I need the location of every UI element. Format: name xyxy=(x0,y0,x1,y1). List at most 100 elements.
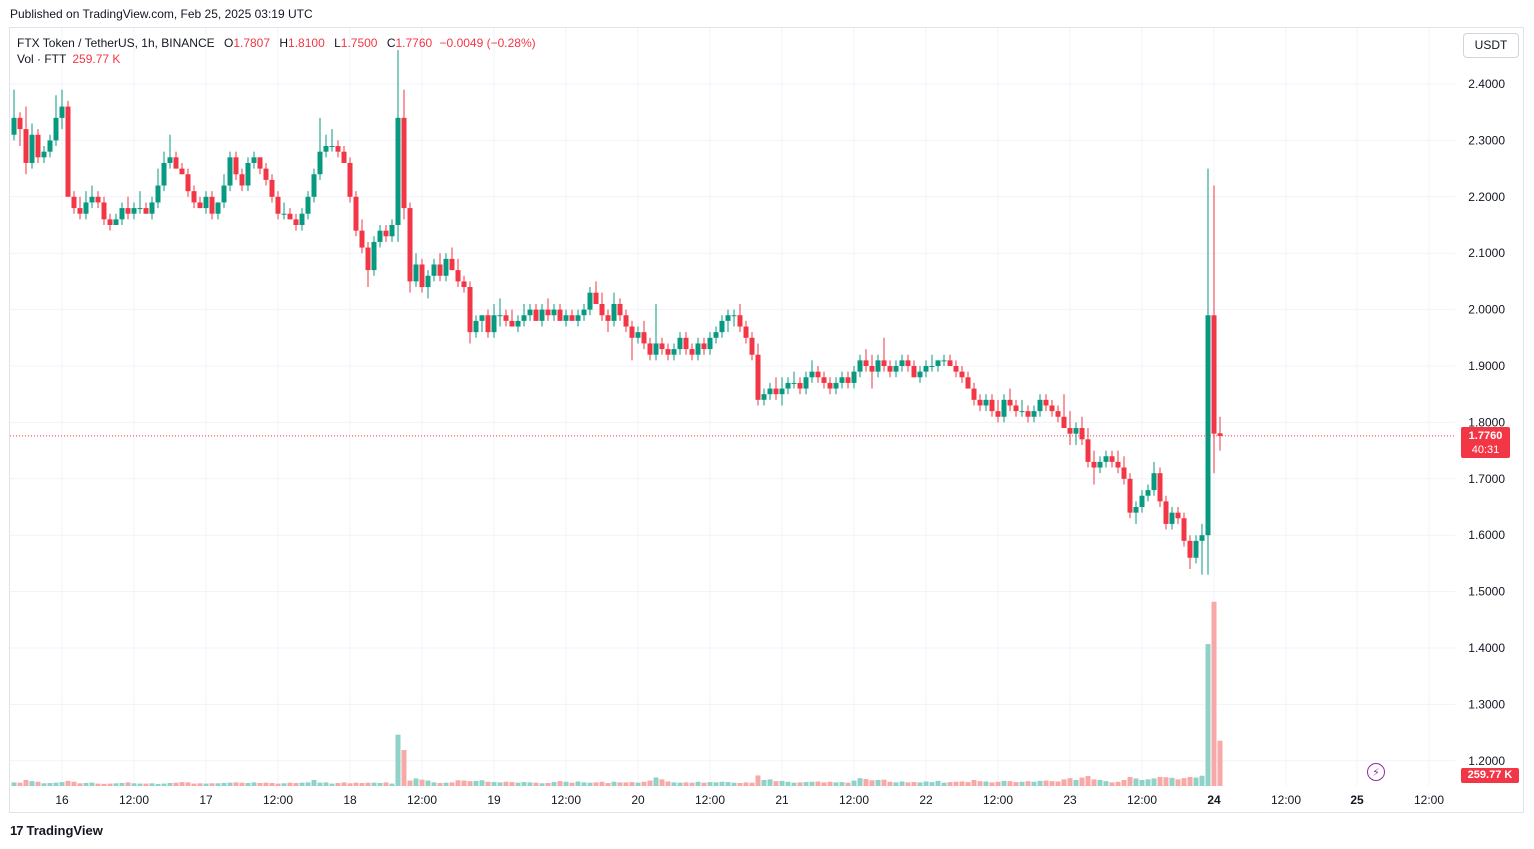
candle-body xyxy=(833,382,839,389)
candle-body xyxy=(941,360,947,362)
volume-bar xyxy=(719,781,725,786)
candle-body xyxy=(179,168,185,175)
candle-body xyxy=(1097,461,1103,468)
candle-body xyxy=(275,196,281,214)
legend-low-value: 1.7500 xyxy=(340,36,378,50)
volume-bar xyxy=(11,782,17,786)
candle-body xyxy=(1085,439,1091,462)
candle-body xyxy=(515,320,521,327)
lightning-icon[interactable]: ⚡ xyxy=(1367,763,1385,781)
volume-bar xyxy=(149,783,155,786)
volume-bar xyxy=(389,783,395,786)
volume-bar xyxy=(1001,780,1007,786)
price-tick-label: 1.7000 xyxy=(1468,472,1505,486)
candle-body xyxy=(761,394,767,400)
candle-body xyxy=(1127,478,1133,513)
volume-bar xyxy=(737,782,743,786)
candle-body xyxy=(845,377,851,383)
volume-bar xyxy=(905,782,911,786)
volume-bar xyxy=(677,782,683,786)
price-tick-label: 1.4000 xyxy=(1468,641,1505,655)
volume-bar xyxy=(497,782,503,786)
candle-body xyxy=(857,360,863,372)
volume-bar xyxy=(377,782,383,786)
candle-body xyxy=(899,360,905,366)
volume-bar xyxy=(1211,601,1217,786)
candle-body xyxy=(77,208,83,214)
legend-open-value: 1.7807 xyxy=(233,36,271,50)
volume-bar xyxy=(179,782,185,786)
candle-body xyxy=(587,292,593,310)
volume-bar xyxy=(95,783,101,786)
volume-bar xyxy=(701,782,707,786)
candle-body xyxy=(11,117,17,135)
candle-body xyxy=(1007,399,1013,406)
volume-bar xyxy=(635,782,641,786)
legend: FTX Token / TetherUS, 1h, BINANCE O1.780… xyxy=(17,35,536,67)
candle-body xyxy=(785,382,791,389)
volume-bar xyxy=(509,782,515,786)
volume-bar xyxy=(41,783,47,786)
volume-bar xyxy=(239,782,245,786)
candle-body xyxy=(683,337,689,350)
legend-symbol: FTX Token / TetherUS, 1h, BINANCE xyxy=(17,36,215,50)
candle-body xyxy=(491,315,497,333)
candle-body xyxy=(17,117,23,130)
candle-body xyxy=(269,179,275,197)
candle-body xyxy=(677,337,683,350)
candle-body xyxy=(521,315,527,321)
volume-bar xyxy=(941,782,947,786)
candle-body xyxy=(539,309,545,321)
volume-bar xyxy=(1121,779,1127,786)
volume-bar xyxy=(893,782,899,786)
candle-body xyxy=(1175,512,1181,519)
currency-button[interactable]: USDT xyxy=(1463,33,1519,58)
volume-bar xyxy=(413,778,419,786)
volume-bar xyxy=(125,782,131,786)
volume-bar xyxy=(113,783,119,786)
volume-bar xyxy=(473,780,479,786)
candle-body xyxy=(347,162,353,197)
candle-body xyxy=(629,326,635,338)
candle-body xyxy=(263,168,269,180)
volume-bar xyxy=(371,782,377,786)
time-axis: 16 12:00 17 12:00 18 12:00 19 12:00 20 12:00 21 12:… xyxy=(55,793,1444,807)
candle-body xyxy=(239,174,245,186)
volume-bar xyxy=(485,781,491,786)
volume-bar xyxy=(119,782,125,786)
volume-bar xyxy=(305,782,311,786)
volume-bar xyxy=(1061,779,1067,786)
candle-body xyxy=(251,157,257,163)
last-price-label: 1.7760 xyxy=(1468,430,1503,442)
candle-body xyxy=(389,225,395,237)
tradingview-mark-icon: 17 xyxy=(10,823,24,838)
candle-body xyxy=(293,219,299,225)
candle-body xyxy=(461,281,467,288)
volume-bar xyxy=(947,782,953,786)
volume-bar xyxy=(35,781,41,786)
volume-bar xyxy=(143,783,149,786)
volume-bar xyxy=(659,779,665,786)
volume-bar xyxy=(731,782,737,786)
time-tick-label: 18 xyxy=(343,793,357,807)
candle-body xyxy=(161,162,167,186)
volume-bar xyxy=(755,775,761,786)
volume-bar xyxy=(857,778,863,786)
volume-bar xyxy=(245,782,251,786)
tradingview-logo[interactable]: 17 TradingView xyxy=(10,823,103,838)
volume-bar xyxy=(287,782,293,786)
volume-bar xyxy=(773,781,779,786)
legend-low-label: L xyxy=(334,36,341,50)
volume-bar xyxy=(137,783,143,786)
volume-bar xyxy=(443,782,449,786)
volume-bar xyxy=(323,782,329,786)
candle-body xyxy=(503,315,509,321)
candle-body xyxy=(815,371,821,378)
candle-body xyxy=(1049,405,1055,412)
time-tick-label: 22 xyxy=(919,793,933,807)
volume-bar xyxy=(953,781,959,786)
volume-bar xyxy=(833,782,839,786)
price-tick-label: 2.1000 xyxy=(1468,246,1505,260)
time-tick-label: 12:00 xyxy=(1271,793,1301,807)
